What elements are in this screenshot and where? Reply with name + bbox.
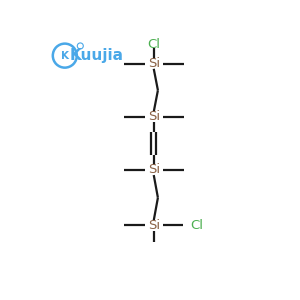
Text: Kuujia: Kuujia xyxy=(70,48,124,63)
Text: Cl: Cl xyxy=(190,219,203,232)
Text: Si: Si xyxy=(148,110,160,123)
Text: Si: Si xyxy=(148,219,160,232)
Text: Si: Si xyxy=(148,164,160,176)
Text: Cl: Cl xyxy=(147,38,160,51)
Text: K: K xyxy=(61,51,69,61)
Text: Si: Si xyxy=(148,57,160,70)
